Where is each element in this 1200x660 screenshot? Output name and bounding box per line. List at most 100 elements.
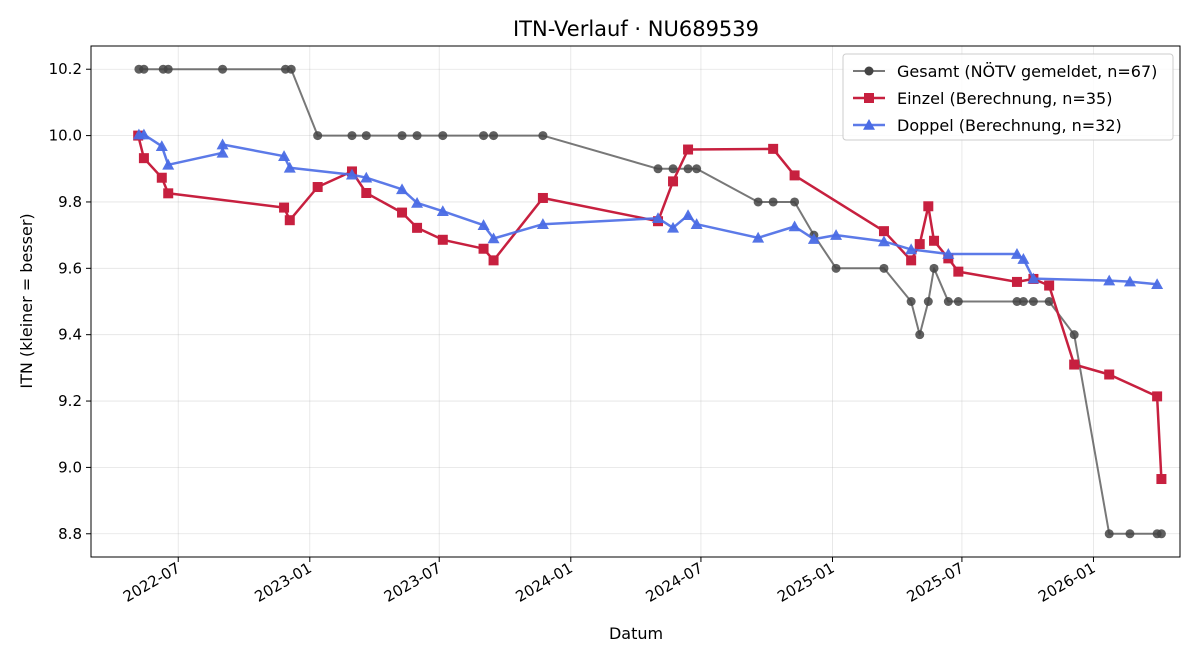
series-markers (134, 64, 1166, 539)
legend-item: Einzel (Berechnung, n=35) (853, 89, 1112, 108)
data-point (163, 188, 174, 199)
series-layer (132, 64, 1167, 539)
data-point (906, 297, 916, 306)
legend-marker (864, 66, 874, 76)
data-point (137, 128, 150, 140)
series-1 (134, 64, 1166, 539)
grid (91, 46, 1180, 557)
data-point (1104, 529, 1114, 539)
data-point (538, 131, 548, 141)
data-point (682, 209, 695, 221)
data-point (943, 297, 953, 306)
series-2 (133, 130, 1167, 485)
data-point (953, 266, 964, 277)
data-point (155, 140, 168, 152)
legend-label: Doppel (Berechnung, n=32) (897, 116, 1122, 135)
data-point (478, 243, 489, 254)
data-point (1104, 369, 1115, 380)
data-point (1103, 274, 1116, 286)
data-point (438, 131, 448, 141)
data-point (752, 231, 765, 243)
legend-marker (864, 93, 874, 103)
data-point (216, 146, 229, 158)
data-point (692, 164, 702, 174)
data-point (830, 229, 843, 240)
y-tick-label: 9.6 (58, 259, 82, 277)
data-point (1125, 529, 1135, 539)
data-point (877, 235, 890, 247)
legend-item: Gesamt (NÖTV gemeldet, n=67) (853, 62, 1157, 81)
data-point (1012, 297, 1022, 306)
data-point (1151, 278, 1164, 290)
data-point (361, 131, 371, 141)
y-tick-label: 9.4 (58, 326, 82, 344)
data-point (788, 220, 801, 232)
x-tick-label: 2025-01 (774, 559, 837, 606)
data-point (1123, 275, 1136, 287)
data-point (1152, 391, 1163, 402)
y-tick-label: 9.2 (58, 392, 82, 410)
data-point (537, 192, 548, 203)
data-point (929, 263, 939, 273)
data-point (488, 255, 499, 266)
legend-label: Einzel (Berechnung, n=35) (897, 89, 1112, 108)
data-point (412, 222, 423, 233)
data-point (139, 64, 149, 74)
data-point (653, 164, 663, 174)
x-tick-label: 2025-07 (904, 559, 967, 606)
data-point (345, 168, 358, 180)
data-point (878, 226, 889, 237)
data-point (905, 243, 918, 255)
chart-title: ITN-Verlauf · NU689539 (513, 17, 759, 41)
plot-frame (90, 45, 1181, 558)
data-point (667, 221, 680, 233)
data-point (313, 131, 323, 141)
data-point (360, 171, 373, 183)
data-point (942, 248, 955, 259)
series-markers (133, 130, 1167, 485)
data-point (879, 263, 889, 273)
data-point (437, 234, 448, 245)
data-point (1018, 297, 1028, 306)
data-point (284, 215, 295, 226)
legend: Gesamt (NÖTV gemeldet, n=67) Einzel (Bere… (842, 53, 1174, 141)
data-point (668, 164, 678, 174)
y-tick-label: 10.2 (49, 60, 82, 78)
data-point (361, 187, 372, 198)
data-point (906, 255, 917, 266)
data-point (162, 158, 175, 170)
data-point (1156, 529, 1166, 539)
data-point (477, 219, 490, 230)
x-tick-label: 2023-07 (381, 559, 444, 606)
data-point (1010, 248, 1023, 259)
x-tick-label: 2024-01 (513, 559, 576, 606)
data-point (487, 232, 500, 244)
series-line (138, 133, 1158, 286)
data-point (1156, 474, 1167, 485)
data-point (690, 218, 703, 229)
data-point (1044, 280, 1055, 291)
y-tick-label: 9.8 (58, 193, 82, 211)
data-point (397, 131, 407, 141)
data-point (683, 164, 693, 174)
series-3 (132, 128, 1164, 290)
data-point (156, 172, 167, 183)
x-tick-label: 2022-07 (120, 559, 183, 606)
legend-box (842, 53, 1174, 141)
data-point (929, 235, 940, 246)
series-markers (132, 128, 1164, 290)
data-point (953, 297, 963, 306)
data-point (1069, 330, 1079, 340)
data-point (312, 182, 323, 193)
y-tick-label: 10.0 (49, 127, 82, 145)
data-point (1017, 253, 1030, 264)
data-point (753, 197, 763, 207)
data-point (683, 144, 694, 155)
data-point (652, 212, 665, 224)
data-point (396, 183, 409, 195)
data-point (1027, 272, 1040, 284)
data-point (914, 239, 925, 250)
data-point (218, 64, 228, 74)
series-line (136, 135, 1163, 480)
